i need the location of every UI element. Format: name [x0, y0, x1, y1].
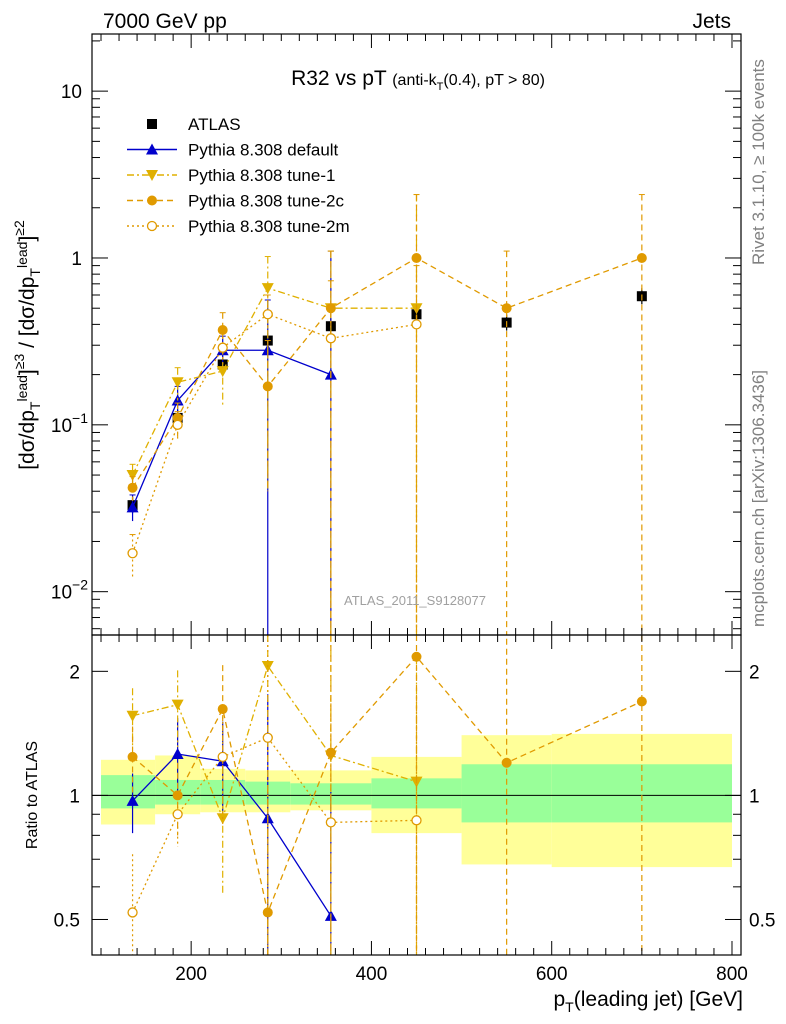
ratio-point-pythia-8-308-tune-2c — [127, 751, 138, 762]
stat-uncertainty-band — [101, 775, 156, 809]
point-pythia-8-308-tune-2c — [262, 381, 273, 392]
series-line-pythia-8-308-tune-2m — [131, 313, 417, 554]
ratio-tick-label-right: 1 — [749, 786, 760, 807]
ratio-tick-label-left: 1 — [69, 786, 80, 807]
point-pythia-8-308-default — [126, 501, 139, 513]
point-pythia-8-308-tune-2c — [636, 252, 647, 263]
point-pythia-8-308-tune-1 — [171, 377, 184, 389]
ratio-point-pythia-8-308-tune-2c — [217, 704, 228, 715]
point-pythia-8-308-tune-2m — [325, 333, 337, 344]
ratio-point-pythia-8-308-tune-2c — [636, 696, 647, 707]
ratio-line-pythia-8-308-tune-2m — [131, 736, 417, 913]
mcplots-reference-label: mcplots.cern.ch [arXiv:1306.3436] — [749, 370, 768, 627]
x-tick-label: 600 — [536, 964, 568, 985]
data-point — [411, 309, 422, 320]
x-tick-label: 800 — [716, 964, 748, 985]
legend-label-pythia-8-308-tune-1: Pythia 8.308 tune-1 — [188, 166, 335, 185]
x-tick-label: 400 — [356, 964, 388, 985]
ratio-point-pythia-8-308-tune-2m — [262, 732, 273, 743]
ratio-point-pythia-8-308-tune-1 — [126, 710, 139, 722]
ratio-point-pythia-8-308-tune-2c — [325, 747, 336, 758]
point-pythia-8-308-tune-1 — [126, 470, 139, 482]
point-pythia-8-308-tune-2m — [127, 548, 138, 559]
ratio-point-pythia-8-308-tune-2c — [172, 790, 183, 801]
legend-label-atlas: ATLAS — [188, 115, 241, 134]
y-tick-label: 10−2 — [51, 577, 88, 604]
legend-marker-pythia-8-308-tune-2c — [147, 195, 157, 206]
ratio-point-pythia-8-308-tune-1 — [171, 699, 184, 711]
series-line-pythia-8-308-tune-2c — [132, 257, 643, 489]
ratio-tick-label-left: 0.5 — [54, 910, 80, 931]
y-tick-label: 10−1 — [51, 410, 88, 437]
point-pythia-8-308-tune-2m — [217, 342, 228, 353]
ratio-point-pythia-8-308-tune-2c — [411, 651, 422, 662]
rivet-version-label: Rivet 3.1.10, ≥ 100k events — [749, 59, 768, 265]
legend-marker-atlas — [147, 119, 157, 129]
legend-marker-pythia-8-308-tune-2m — [146, 220, 158, 232]
header-energy-label: 7000 GeV pp — [103, 10, 227, 33]
ratio-point-pythia-8-308-default — [126, 794, 139, 806]
point-pythia-8-308-tune-2c — [411, 252, 422, 263]
ratio-point-pythia-8-308-tune-2c — [501, 757, 512, 768]
ratio-point-pythia-8-308-tune-2m — [172, 809, 183, 820]
y-tick-label: 10 — [61, 82, 82, 103]
point-pythia-8-308-tune-1 — [216, 366, 229, 378]
ratio-point-pythia-8-308-tune-2c — [262, 907, 273, 918]
legend-label-pythia-8-308-default: Pythia 8.308 default — [188, 141, 339, 160]
ratio-point-pythia-8-308-tune-2m — [325, 817, 337, 828]
legend-label-pythia-8-308-tune-2c: Pythia 8.308 tune-2c — [188, 192, 344, 211]
point-pythia-8-308-tune-2c — [325, 303, 336, 314]
point-pythia-8-308-tune-2m — [172, 419, 183, 430]
point-pythia-8-308-tune-2m — [411, 319, 422, 330]
point-pythia-8-308-tune-2m — [262, 309, 273, 320]
ratio-point-pythia-8-308-tune-2m — [127, 907, 138, 918]
legend-marker-pythia-8-308-default — [146, 143, 158, 155]
ratio-point-pythia-8-308-tune-2m — [411, 815, 422, 826]
point-pythia-8-308-tune-2c — [501, 303, 512, 314]
y-tick-label: 1 — [71, 249, 82, 270]
legend-label-pythia-8-308-tune-2m: Pythia 8.308 tune-2m — [188, 217, 350, 236]
x-axis-label: pT(leading jet) [GeV] — [553, 988, 743, 1015]
ratio-tick-label-right: 2 — [749, 662, 760, 683]
ratio-line-pythia-8-308-tune-1 — [132, 664, 417, 821]
point-pythia-8-308-tune-1 — [261, 283, 274, 295]
series-line-pythia-8-308-tune-1 — [131, 287, 417, 476]
ratio-point-pythia-8-308-tune-2m — [217, 751, 228, 763]
ratio-tick-label-right: 0.5 — [749, 910, 775, 931]
stat-uncertainty-band — [551, 764, 732, 823]
analysis-watermark: ATLAS_2011_S9128077 — [344, 593, 486, 608]
point-pythia-8-308-tune-2c — [217, 325, 228, 336]
header-category-label: Jets — [692, 10, 731, 33]
legend-marker-pythia-8-308-tune-1 — [146, 170, 158, 181]
point-pythia-8-308-tune-2c — [127, 482, 138, 493]
ratio-line-pythia-8-308-tune-2c — [132, 655, 643, 915]
chart-title: R32 vs pT (anti-kT(0.4), pT > 80) — [291, 67, 545, 93]
ratio-tick-label-left: 2 — [69, 662, 80, 683]
series-line-pythia-8-308-default — [131, 349, 332, 508]
y-axis-label: [dσ/dpTlead]≥3 / [dσ/dpTlead]≥2 — [11, 220, 43, 470]
x-tick-label: 200 — [175, 964, 207, 985]
ratio-point-pythia-8-308-default — [171, 748, 184, 760]
ratio-y-axis-label: Ratio to ATLAS — [24, 741, 41, 849]
